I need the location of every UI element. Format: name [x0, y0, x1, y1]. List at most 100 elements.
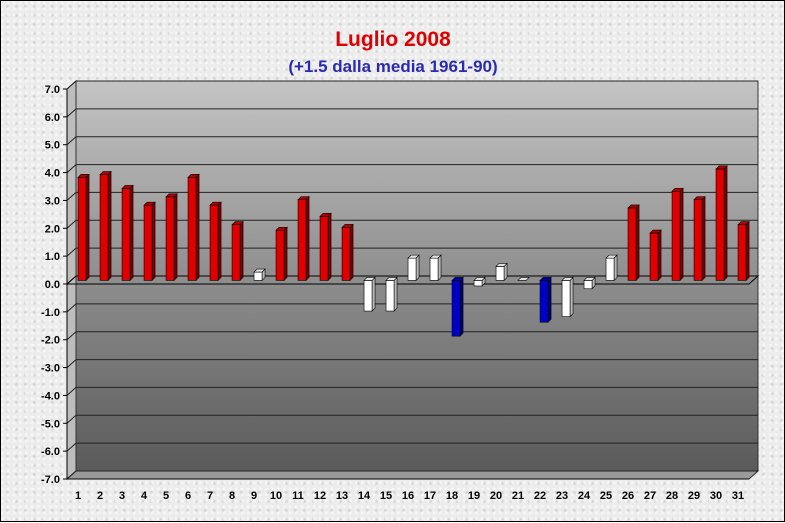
bar-side — [745, 220, 750, 282]
x-tick-label: 7 — [207, 490, 213, 502]
bar — [143, 204, 153, 281]
x-tick-label: 18 — [446, 490, 458, 502]
bar-top — [605, 254, 618, 259]
y-tick-label: 1.0 — [45, 251, 60, 263]
bar — [341, 227, 351, 281]
bar-side — [547, 276, 552, 323]
gridline-side — [66, 108, 77, 118]
y-tick-label: -2.0 — [41, 335, 60, 347]
bar-side — [657, 229, 662, 282]
bar-top — [253, 268, 266, 273]
bar-side — [305, 195, 310, 282]
y-tick-label: 4.0 — [45, 168, 60, 180]
x-tick-label: 11 — [292, 490, 304, 502]
x-tick-label: 19 — [468, 490, 480, 502]
bar — [77, 177, 87, 281]
floor — [65, 470, 760, 480]
bar-top — [275, 226, 288, 231]
bar — [539, 280, 549, 323]
x-tick-label: 14 — [358, 490, 371, 502]
gridline-side — [66, 247, 77, 257]
bar — [605, 257, 615, 281]
bar — [715, 168, 725, 281]
bar-top — [187, 174, 200, 178]
x-tick-label: 5 — [163, 490, 169, 502]
gridline-side — [66, 192, 77, 201]
y-tick-label: -7.0 — [41, 474, 60, 486]
bar-side — [679, 187, 684, 282]
x-tick-label: 21 — [512, 490, 524, 502]
bar-side — [195, 173, 200, 282]
y-tick-label: 6.0 — [45, 112, 60, 124]
gridline-side — [66, 470, 77, 480]
bar-top — [451, 277, 464, 281]
bar-top — [583, 277, 596, 281]
bar-side — [85, 173, 90, 282]
x-tick-label: 24 — [578, 490, 591, 502]
bar-side — [635, 204, 640, 282]
y-tick-label: 5.0 — [45, 140, 60, 152]
bar-top — [693, 196, 706, 200]
bar — [561, 280, 571, 317]
bar-side — [327, 212, 332, 282]
bar-side — [569, 276, 574, 318]
bar-side — [283, 226, 288, 282]
bar — [363, 280, 373, 312]
bar — [495, 266, 505, 281]
chart-title: Luglio 2008 — [335, 28, 451, 51]
bar-top — [231, 221, 244, 225]
bar-top — [319, 213, 332, 217]
y-tick-label: -4.0 — [41, 390, 60, 402]
y-tick-label: -6.0 — [41, 446, 60, 458]
bar — [671, 190, 681, 281]
bar — [407, 257, 417, 281]
x-tick-label: 23 — [556, 490, 568, 502]
bar-top — [77, 174, 90, 178]
bar-top — [297, 196, 310, 200]
gridline-side — [66, 414, 77, 424]
bar — [627, 207, 637, 281]
bar-side — [151, 201, 156, 282]
x-tick-label: 26 — [622, 490, 634, 502]
bar-top — [649, 229, 662, 234]
bar-top — [517, 277, 530, 281]
bar — [319, 216, 329, 281]
x-tick-label: 13 — [336, 490, 348, 502]
x-tick-label: 17 — [424, 490, 436, 502]
bar-side — [173, 193, 178, 282]
bar-top — [385, 277, 398, 281]
bar-top — [363, 277, 376, 281]
bar-side — [217, 201, 222, 282]
x-tick-label: 30 — [710, 490, 722, 502]
x-tick-label: 10 — [270, 490, 282, 502]
x-tick-label: 25 — [600, 490, 612, 502]
bar — [737, 224, 747, 281]
x-tick-label: 6 — [185, 490, 191, 502]
gridline-side — [66, 387, 77, 396]
x-tick-label: 15 — [380, 490, 392, 502]
bar-side — [393, 276, 398, 312]
bar — [583, 280, 593, 290]
bar-top — [429, 254, 442, 259]
bar — [275, 229, 285, 281]
gridline-side — [66, 164, 77, 173]
bar — [429, 257, 439, 281]
gridline-side — [66, 331, 77, 341]
bar — [121, 188, 131, 281]
x-tick-label: 4 — [141, 490, 148, 502]
y-tick-label: 2.0 — [45, 223, 60, 235]
bar-top — [341, 224, 354, 228]
bar-top — [99, 171, 112, 175]
bar — [451, 280, 461, 337]
x-tick-label: 22 — [534, 490, 546, 502]
bar — [253, 271, 263, 281]
bar-top — [715, 165, 728, 170]
y-tick-label: -5.0 — [41, 418, 60, 430]
x-tick-label: 12 — [314, 490, 326, 502]
y-tick-label: 0.0 — [45, 279, 60, 291]
x-tick-label: 3 — [119, 490, 125, 502]
gridline-side — [66, 219, 77, 229]
chart-subtitle: (+1.5 dalla media 1961-90) — [288, 57, 497, 76]
